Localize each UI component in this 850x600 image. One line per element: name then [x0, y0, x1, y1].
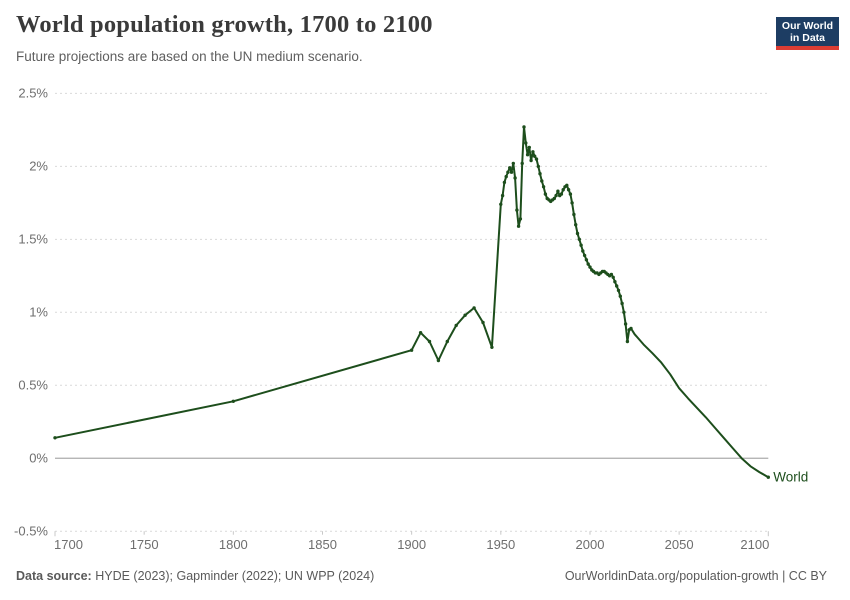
data-point-marker	[409, 348, 414, 352]
data-point-marker	[529, 158, 533, 163]
data-point-marker	[524, 141, 528, 145]
data-point-marker	[531, 150, 535, 154]
data-point-marker	[53, 436, 57, 440]
chart-footer: Data source: HYDE (2023); Gapminder (202…	[0, 569, 850, 587]
data-point-marker	[554, 193, 558, 198]
x-tick-label: 1950	[486, 537, 515, 552]
data-source: Data source: HYDE (2023); Gapminder (202…	[16, 569, 374, 583]
data-point-marker	[508, 166, 512, 170]
data-point-marker	[620, 301, 624, 306]
data-point-marker	[445, 339, 449, 344]
data-point-marker	[615, 284, 619, 288]
data-source-label: Data source:	[16, 569, 92, 583]
footer-link[interactable]: OurWorldinData.org/population-growth | C…	[564, 569, 827, 583]
data-point-marker	[481, 320, 485, 325]
data-point-marker	[520, 161, 524, 166]
data-point-marker	[618, 294, 622, 298]
data-point-marker	[766, 475, 770, 479]
y-tick-label: 0.5%	[18, 377, 48, 392]
data-point-marker	[418, 331, 423, 335]
data-point-marker	[506, 170, 510, 174]
data-point-marker	[586, 262, 590, 266]
owid-logo[interactable]: Our World in Data	[776, 17, 839, 50]
x-tick-label: 1800	[219, 537, 248, 552]
data-point-marker	[577, 237, 581, 241]
data-point-marker	[504, 174, 508, 179]
data-point-marker	[561, 188, 565, 192]
data-point-marker	[565, 183, 569, 187]
data-point-marker	[582, 253, 587, 258]
data-point-marker	[556, 189, 560, 193]
x-tick-label: 2000	[576, 537, 605, 552]
data-point-marker	[516, 224, 521, 228]
data-point-marker	[584, 258, 589, 262]
data-point-marker	[502, 180, 507, 185]
data-point-marker	[568, 192, 573, 196]
data-point-marker	[536, 164, 540, 169]
data-point-marker	[575, 231, 580, 236]
x-tick-label: 1850	[308, 537, 337, 552]
y-tick-label: 1.5%	[18, 232, 48, 247]
x-tick-label: 2050	[665, 537, 694, 552]
data-point-marker	[534, 157, 539, 161]
data-point-marker	[559, 192, 564, 196]
chart-subtitle: Future projections are based on the UN m…	[16, 49, 363, 64]
x-tick-label: 1900	[397, 537, 426, 552]
data-point-marker	[538, 172, 542, 176]
data-point-marker	[527, 145, 531, 150]
data-point-marker	[231, 399, 235, 403]
data-point-marker	[541, 185, 546, 189]
data-point-marker	[490, 345, 494, 349]
data-point-marker	[543, 192, 548, 196]
data-point-marker	[588, 265, 592, 269]
data-point-marker	[515, 208, 519, 212]
data-point-marker	[513, 176, 517, 180]
data-point-marker	[509, 170, 514, 174]
data-point-marker	[609, 272, 614, 277]
y-tick-label: 2.5%	[18, 86, 48, 101]
data-point-marker	[427, 339, 432, 344]
data-point-marker	[518, 217, 523, 221]
data-point-marker	[511, 161, 515, 166]
data-point-marker	[500, 193, 505, 198]
world-series-line	[54, 126, 770, 479]
data-point-marker	[552, 196, 556, 201]
data-point-marker	[525, 153, 530, 157]
data-point-marker	[472, 306, 476, 310]
data-point-marker	[436, 358, 441, 363]
data-point-marker	[611, 275, 615, 279]
owid-logo-line2: in Data	[789, 31, 825, 44]
data-point-marker	[629, 326, 633, 331]
data-point-marker	[613, 280, 617, 284]
data-point-marker	[623, 322, 628, 326]
data-point-marker	[499, 202, 503, 206]
data-point-marker	[533, 154, 537, 158]
data-point-marker	[522, 125, 526, 129]
y-tick-label: -0.5%	[14, 523, 48, 538]
owid-logo-line1: Our World	[781, 19, 834, 32]
data-point-marker	[581, 249, 585, 253]
data-point-marker	[616, 288, 621, 293]
data-point-marker	[574, 223, 578, 227]
page-title: World population growth, 1700 to 2100	[16, 11, 433, 38]
data-point-marker	[540, 179, 544, 183]
y-tick-label: 0%	[29, 450, 48, 465]
x-tick-label: 1750	[130, 537, 159, 552]
data-point-marker	[579, 243, 583, 247]
data-point-marker	[570, 201, 574, 205]
y-tick-label: 1%	[29, 305, 48, 320]
x-tick-label: 2100	[740, 537, 769, 552]
data-point-marker	[463, 313, 467, 317]
series-label-world: World	[773, 470, 808, 485]
y-tick-label: 2%	[29, 159, 48, 174]
data-point-marker	[622, 310, 626, 314]
data-point-marker	[454, 323, 458, 328]
data-point-marker	[625, 339, 630, 344]
data-source-text: HYDE (2023); Gapminder (2022); UN WPP (2…	[91, 569, 375, 583]
data-point-marker	[566, 188, 571, 192]
data-point-marker	[572, 212, 576, 217]
x-tick-label: 1700	[54, 537, 83, 552]
